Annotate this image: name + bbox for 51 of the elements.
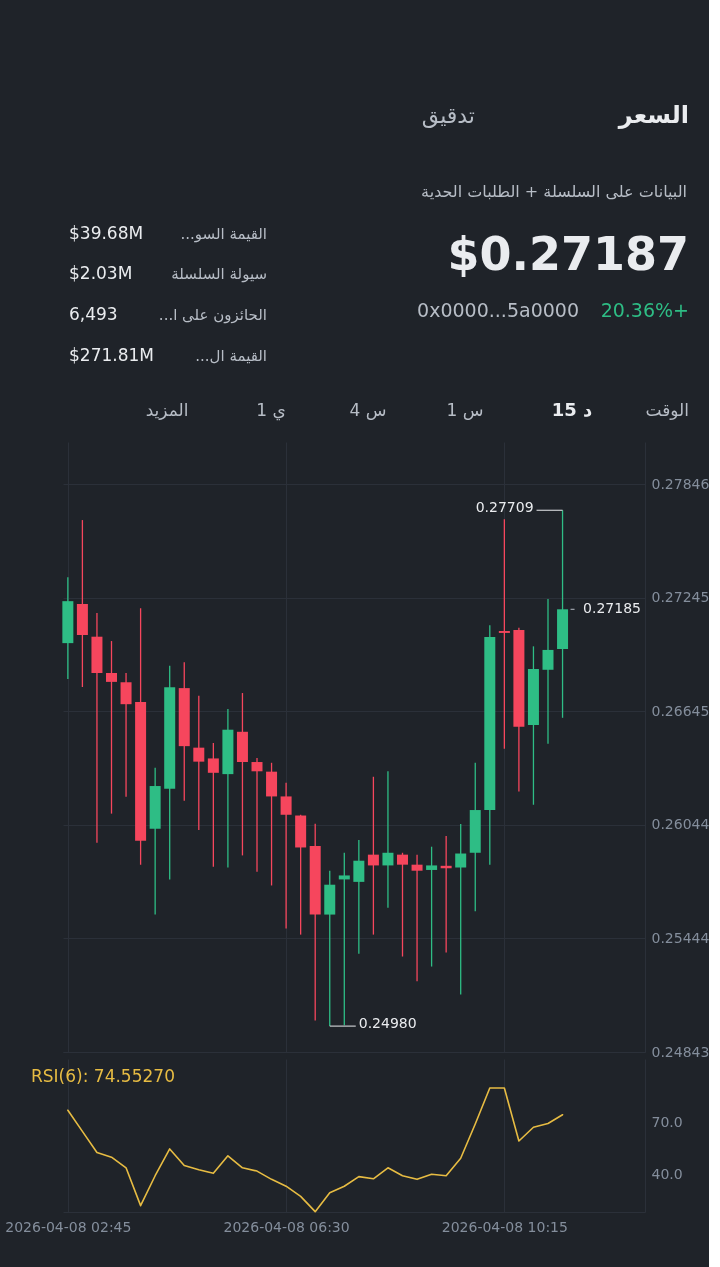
candlestick <box>338 852 350 1026</box>
candlestick <box>120 672 132 798</box>
y-tick-label: 70.0 <box>651 1114 683 1131</box>
text: 1 ي <box>256 400 286 421</box>
text: $271.81M <box>69 345 154 365</box>
text: 6,493 <box>69 304 118 324</box>
candlestick <box>411 854 423 982</box>
line-series <box>67 1087 564 1213</box>
candlestick <box>207 742 219 868</box>
text: $2.03M <box>69 263 133 283</box>
candlestick <box>455 823 467 996</box>
y-tick-label: 0.24843 <box>651 1043 710 1060</box>
x-tick-label: 2026-04-08 06:30 <box>223 1218 350 1235</box>
annotation: 0.27709 <box>475 499 534 516</box>
text: تدقيق <box>421 103 475 129</box>
x-tick-label: 2026-04-08 10:15 <box>441 1218 568 1235</box>
y-tick-label: 40.0 <box>651 1165 683 1182</box>
text: $0.27187 <box>447 227 689 281</box>
ref-line-label: 0.27185 <box>583 600 641 617</box>
text: $39.68M <box>69 223 144 243</box>
candlestick <box>251 757 263 873</box>
candlestick <box>106 640 117 815</box>
text: 20.36%+ <box>600 299 689 321</box>
x-tick-label: 2026-04-08 02:45 <box>5 1218 132 1235</box>
text: ...القيمة ال <box>195 347 267 365</box>
text: ...القيمة السو <box>180 225 267 243</box>
candlestick <box>397 852 408 958</box>
text: الوقت <box>645 400 689 420</box>
y-tick-label: 0.27245 <box>651 589 710 606</box>
candlestick <box>426 846 438 968</box>
annotation: 0.24980 <box>358 1015 417 1032</box>
candlestick <box>542 598 554 745</box>
candlestick <box>353 839 365 955</box>
y-tick-label: 0.25444 <box>651 929 710 946</box>
candlestick <box>382 770 394 909</box>
text: 4 س <box>349 400 387 420</box>
text: ...الحائزون على ا <box>158 306 267 324</box>
text: السعر <box>617 101 689 129</box>
text: البيانات على السلسلة + الطلبات الحدية <box>421 182 687 201</box>
text: سيولة السلسلة <box>171 265 267 283</box>
text: RSI(6): 74.55270 <box>31 1066 175 1086</box>
y-tick-label: 0.26044 <box>651 816 710 833</box>
text: 0x0000...5a0000 <box>417 299 579 321</box>
candlestick <box>367 776 379 936</box>
y-tick-label: 0.27846 <box>651 475 710 492</box>
y-tick-label: 0.26645 <box>651 702 710 719</box>
candlestick <box>280 782 292 930</box>
text: 1 س <box>446 400 484 420</box>
text: 15 د <box>551 399 593 420</box>
text: المزيد <box>145 400 189 420</box>
candlestick <box>193 695 205 831</box>
